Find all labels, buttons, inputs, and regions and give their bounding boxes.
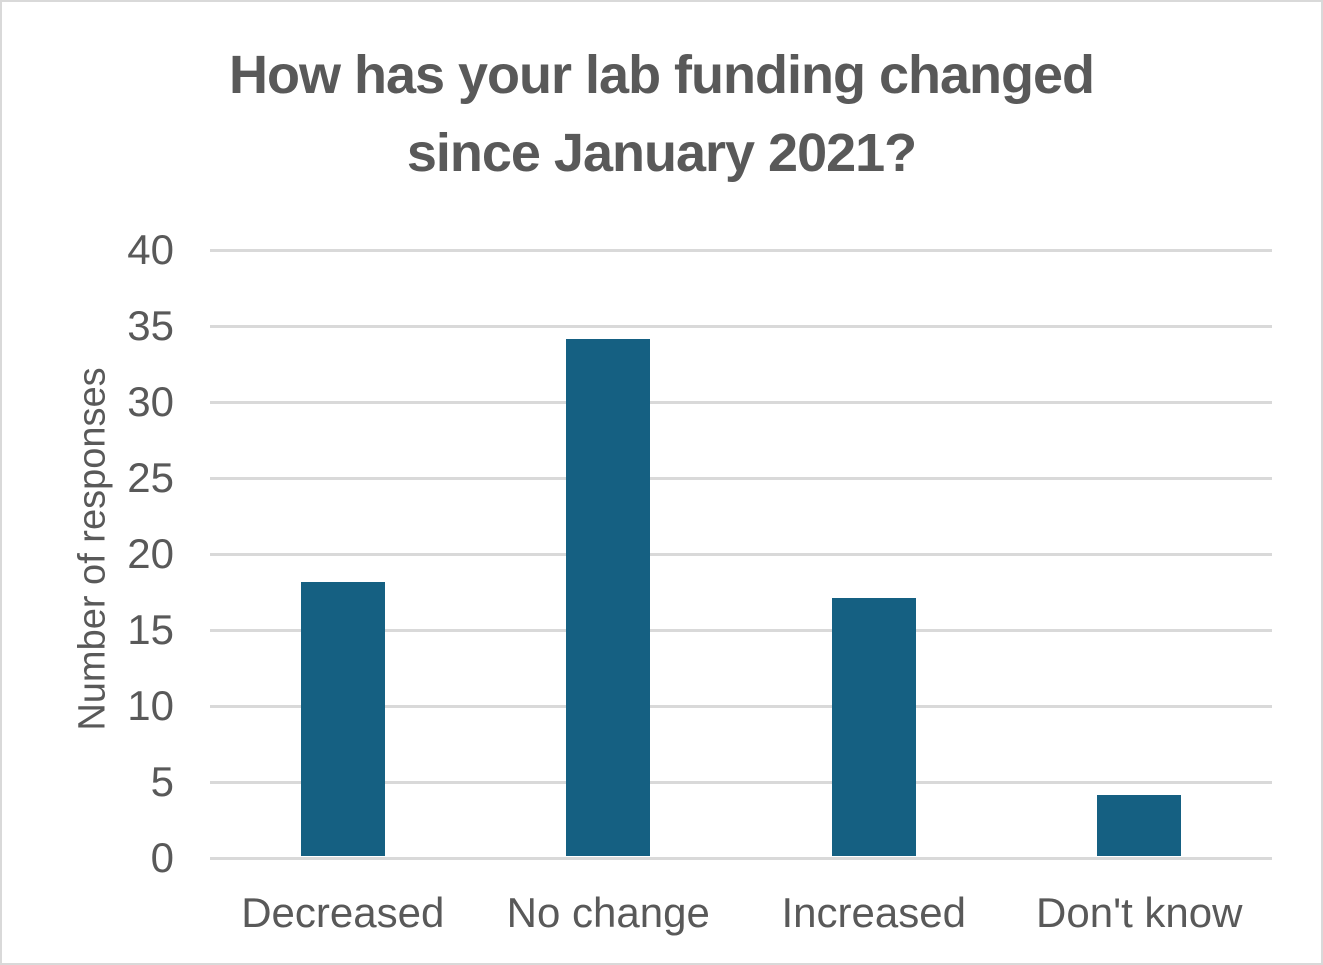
gridline-y-20 [210,553,1272,556]
gridline-y-25 [210,477,1272,480]
y-tick-label-5: 5 [150,758,174,805]
chart-title: How has your lab funding changed since J… [2,36,1321,192]
y-tick-label-15: 15 [127,606,174,653]
gridline-y-40 [210,249,1272,252]
gridline-y-15 [210,629,1272,632]
x-axis-label-don-t-know: Don't know [1036,889,1243,936]
x-axis-label-no-change: No change [506,889,710,936]
chart-title-line-2: since January 2021? [406,123,917,183]
gridline-y-30 [210,401,1272,404]
chart-title-line-1: How has your lab funding changed [228,45,1095,105]
gridline-y-35 [210,325,1272,328]
y-tick-label-30: 30 [127,378,174,425]
bar-don-t-know [1097,795,1182,856]
gridline-y-10 [210,705,1272,708]
y-tick-label-20: 20 [127,530,174,577]
y-tick-label-0: 0 [150,834,174,881]
bar-increased [831,597,916,856]
bar-no-change [566,339,651,856]
y-tick-label-40: 40 [127,226,174,273]
x-axis-label-increased: Increased [781,889,966,936]
gridline-y-5 [210,781,1272,784]
x-axis-label-decreased: Decreased [241,889,445,936]
bar-decreased [300,582,385,856]
y-tick-label-25: 25 [127,454,174,501]
y-tick-label-35: 35 [127,302,174,349]
gridline-y-0 [210,857,1272,860]
plot-area [210,249,1272,860]
y-tick-label-10: 10 [127,682,174,729]
